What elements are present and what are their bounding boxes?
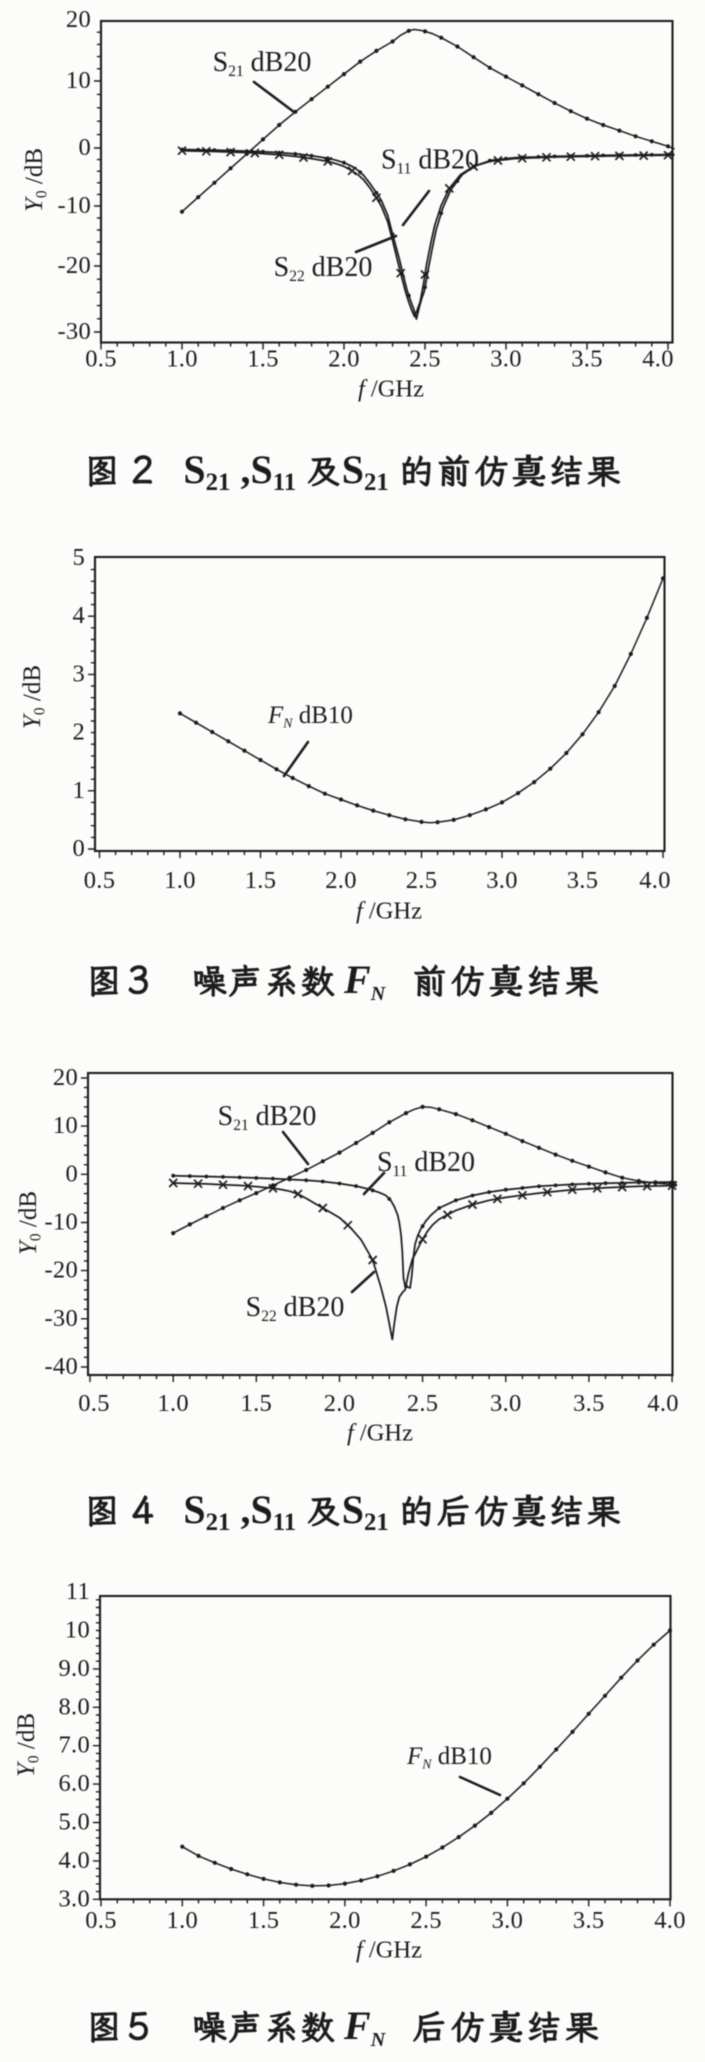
svg-text:1.0: 1.0	[166, 346, 198, 373]
svg-text:6.0: 6.0	[58, 1770, 90, 1797]
svg-text:-30: -30	[44, 1305, 78, 1332]
svg-text:3.5: 3.5	[573, 1907, 605, 1934]
svg-text:5: 5	[72, 544, 85, 571]
svg-text:-40: -40	[44, 1353, 78, 1380]
svg-text:0.5: 0.5	[85, 346, 117, 373]
svg-text:1.5: 1.5	[248, 1907, 280, 1934]
svg-text:S22​ dB20: S22​ dB20	[274, 252, 373, 285]
svg-text:FN ​: FN ​	[343, 957, 390, 1005]
svg-text:4.0: 4.0	[654, 1907, 686, 1934]
svg-text:-10: -10	[57, 192, 91, 219]
svg-text:4.0: 4.0	[58, 1847, 90, 1874]
svg-text:0: 0	[65, 1160, 78, 1187]
svg-text:7.0: 7.0	[58, 1732, 90, 1759]
svg-text:3.5: 3.5	[567, 867, 599, 894]
svg-text:0.5: 0.5	[84, 867, 116, 894]
svg-text:10: 10	[65, 1617, 90, 1644]
svg-text:20: 20	[66, 6, 91, 33]
svg-text:0.5: 0.5	[85, 1907, 117, 1934]
svg-text:-20: -20	[44, 1257, 78, 1284]
svg-text:1.5: 1.5	[241, 1390, 273, 1417]
svg-text:FN ​: FN ​	[343, 2003, 390, 2051]
svg-text:f /GHz: f /GHz	[356, 898, 422, 925]
svg-text:11: 11	[66, 1578, 90, 1605]
svg-text:1: 1	[72, 777, 85, 804]
svg-text:2.0: 2.0	[329, 1907, 361, 1934]
svg-text:5.0: 5.0	[58, 1809, 90, 1836]
svg-text:0: 0	[72, 835, 85, 862]
svg-text:2.0: 2.0	[325, 867, 357, 894]
svg-text:2.5: 2.5	[407, 1390, 439, 1417]
svg-text:10: 10	[66, 67, 91, 94]
svg-text:3.5: 3.5	[571, 346, 603, 373]
svg-text:3.0: 3.0	[486, 867, 518, 894]
svg-text:1.5: 1.5	[245, 867, 277, 894]
svg-text:2.0: 2.0	[328, 346, 360, 373]
svg-text:2.5: 2.5	[410, 1907, 442, 1934]
svg-text:1.0: 1.0	[167, 1907, 199, 1934]
svg-text:FN​ dB10: FN​ dB10	[267, 702, 353, 731]
svg-text:4.0: 4.0	[647, 1390, 679, 1417]
svg-text:2.0: 2.0	[324, 1390, 356, 1417]
svg-text:f /GHz: f /GHz	[356, 1937, 422, 1964]
svg-text:3.0: 3.0	[58, 1885, 90, 1912]
svg-text:3.0: 3.0	[492, 1907, 524, 1934]
svg-text:Y0​ /dB: Y0​ /dB	[21, 148, 51, 212]
svg-text:3.0: 3.0	[490, 346, 522, 373]
svg-text:8.0: 8.0	[58, 1693, 90, 1720]
svg-text:4.0: 4.0	[639, 867, 671, 894]
svg-text:S11​ dB20: S11​ dB20	[377, 1147, 475, 1180]
svg-text:0: 0	[78, 134, 91, 161]
svg-text:4.0: 4.0	[642, 346, 674, 373]
svg-text:3: 3	[72, 660, 85, 687]
svg-text:S11​ dB20: S11​ dB20	[381, 145, 479, 178]
svg-text:2.5: 2.5	[409, 346, 441, 373]
svg-text:2.5: 2.5	[406, 867, 438, 894]
svg-text:4: 4	[72, 602, 85, 629]
svg-text:-30: -30	[57, 318, 91, 345]
svg-text:-10: -10	[44, 1209, 78, 1236]
svg-text:S21​ dB20: S21​ dB20	[218, 1101, 317, 1134]
svg-text:3.0: 3.0	[490, 1390, 522, 1417]
svg-text:S22​ dB20: S22​ dB20	[246, 1292, 345, 1325]
svg-text:0.5: 0.5	[78, 1390, 110, 1417]
svg-text:9.0: 9.0	[58, 1655, 90, 1682]
svg-text:Y0​ /dB: Y0​ /dB	[15, 1191, 45, 1255]
svg-text:f /GHz: f /GHz	[347, 1420, 413, 1447]
svg-text:S21​ dB20: S21​ dB20	[213, 47, 312, 80]
svg-text:1.0: 1.0	[157, 1390, 189, 1417]
svg-text:20: 20	[53, 1064, 78, 1091]
svg-text:f /GHz: f /GHz	[358, 376, 424, 403]
svg-text:10: 10	[53, 1112, 78, 1139]
svg-text:FN​ dB10: FN​ dB10	[406, 1743, 492, 1772]
svg-text:1.0: 1.0	[164, 867, 196, 894]
svg-text:3.5: 3.5	[573, 1390, 605, 1417]
svg-text:1.5: 1.5	[247, 346, 279, 373]
svg-text:2: 2	[72, 719, 85, 746]
svg-text:-20: -20	[57, 252, 91, 279]
svg-text:Y0​ /dB: Y0​ /dB	[19, 665, 49, 729]
svg-text:Y0​ /dB: Y0​ /dB	[13, 1713, 43, 1777]
